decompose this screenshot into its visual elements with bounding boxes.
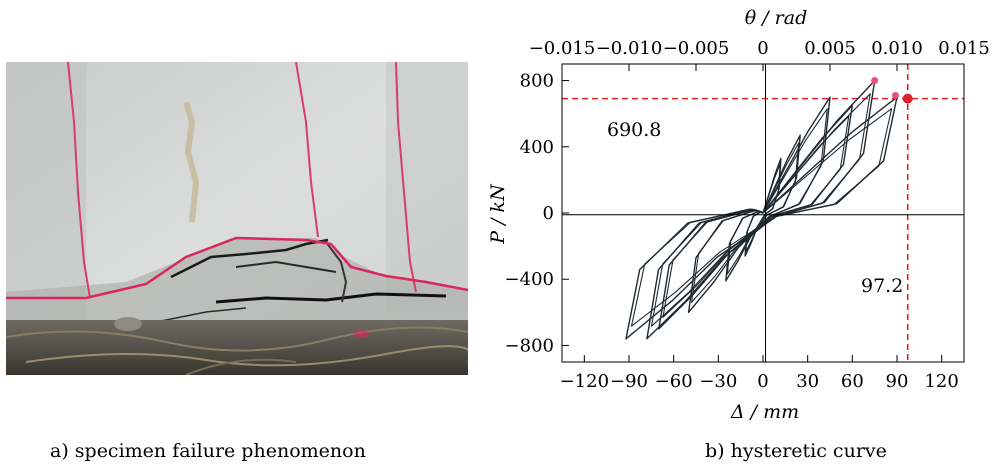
hysteresis-loop-repeat (650, 93, 871, 327)
hysteresis-loop (646, 79, 876, 340)
top-tick-label: −0.005 (663, 38, 730, 59)
x-tick-label: 90 (886, 371, 909, 392)
reference-x-label: 97.2 (861, 275, 903, 297)
specimen-failure-photo (5, 61, 472, 376)
x-axis-label: Δ / mm (730, 401, 799, 423)
peak-point (892, 91, 900, 99)
tick-marks (561, 64, 965, 362)
x-tick-label: −60 (655, 371, 693, 392)
hysteresis-loops (625, 77, 913, 340)
tick-labels: −120 −90 −60 −30 0 30 60 90 120 −800 −400 0 400 800 −0… (505, 38, 990, 392)
x-tick-label: 120 (924, 371, 958, 392)
y-axis-label: P / kN (487, 183, 509, 245)
hysteretic-chart: −120 −90 −60 −30 0 30 60 90 120 −800 −400 0 400 800 −0… (487, 7, 990, 423)
hysteresis-loop-repeat (662, 115, 850, 318)
top-tick-label: 0.010 (871, 38, 923, 59)
peak-point (871, 77, 879, 85)
top-tick-label: 0.015 (938, 38, 990, 59)
hysteresis-loop-repeat (726, 142, 800, 275)
caption-a: a) specimen failure phenomenon (50, 440, 366, 462)
top-axis-label: θ / rad (745, 7, 808, 29)
top-tick-label: −0.015 (529, 38, 596, 59)
x-tick-label: −90 (610, 371, 648, 392)
top-tick-label: 0 (757, 38, 768, 59)
x-tick-label: −120 (560, 371, 609, 392)
hysteresis-loop (625, 96, 898, 340)
top-tick-label: 0.005 (804, 38, 856, 59)
x-tick-label: −30 (699, 371, 737, 392)
hysteresis-loop-repeat (630, 108, 893, 327)
y-tick-label: −400 (505, 269, 554, 290)
caption-b: b) hysteretic curve (705, 440, 887, 462)
x-tick-label: 60 (841, 371, 864, 392)
hysteresis-loop-repeat (745, 163, 781, 253)
y-tick-label: 800 (520, 71, 554, 92)
y-tick-label: −800 (505, 335, 554, 356)
top-tick-label: −0.010 (596, 38, 663, 59)
reference-y-label: 690.8 (607, 119, 661, 141)
y-tick-label: 0 (543, 203, 554, 224)
x-tick-label: 0 (757, 371, 768, 392)
x-tick-label: 30 (796, 371, 819, 392)
reference-point (902, 93, 913, 104)
y-tick-label: 400 (520, 137, 554, 158)
